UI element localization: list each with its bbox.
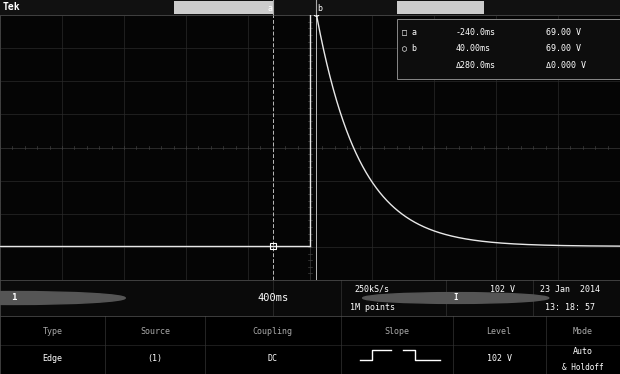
Circle shape xyxy=(363,292,549,303)
Text: & Holdoff: & Holdoff xyxy=(562,362,604,371)
Text: 69.00 V: 69.00 V xyxy=(546,28,580,37)
Text: Slope: Slope xyxy=(384,327,409,335)
Text: 400ms: 400ms xyxy=(257,293,288,303)
Text: Level: Level xyxy=(487,327,512,335)
Text: DC: DC xyxy=(268,355,278,364)
Text: 250kS/s: 250kS/s xyxy=(355,285,389,294)
Text: 40.00ms: 40.00ms xyxy=(456,44,490,53)
Bar xyxy=(397,1,484,14)
Text: Type: Type xyxy=(43,327,63,335)
Text: Source: Source xyxy=(140,327,170,335)
Text: 1M points: 1M points xyxy=(350,303,394,312)
Text: I: I xyxy=(453,294,458,303)
Text: Auto: Auto xyxy=(573,347,593,356)
Text: 69.00 V: 69.00 V xyxy=(546,44,580,53)
Text: 13: 18: 57: 13: 18: 57 xyxy=(546,303,595,312)
Text: 102 V: 102 V xyxy=(487,355,512,364)
Text: 50.0 V: 50.0 V xyxy=(36,293,71,303)
Text: □ a: □ a xyxy=(402,28,417,37)
Text: Coupling: Coupling xyxy=(253,327,293,335)
Text: /: / xyxy=(471,293,478,303)
Text: (1): (1) xyxy=(148,355,162,364)
Text: 23 Jan  2014: 23 Jan 2014 xyxy=(541,285,600,294)
Text: Edge: Edge xyxy=(43,355,63,364)
Text: -240.0ms: -240.0ms xyxy=(456,28,496,37)
Bar xyxy=(174,1,273,14)
Text: Δ280.0ms: Δ280.0ms xyxy=(456,61,496,70)
Circle shape xyxy=(0,291,125,304)
Text: 1: 1 xyxy=(11,294,16,303)
Text: Mode: Mode xyxy=(573,327,593,335)
Text: Tek: Tek xyxy=(3,3,20,12)
Text: Δ0.000 V: Δ0.000 V xyxy=(546,61,586,70)
Text: b: b xyxy=(317,4,322,13)
Text: a: a xyxy=(267,4,272,13)
Text: 102 V: 102 V xyxy=(490,285,515,294)
Text: ○ b: ○ b xyxy=(402,44,417,53)
Bar xyxy=(397,19,620,79)
